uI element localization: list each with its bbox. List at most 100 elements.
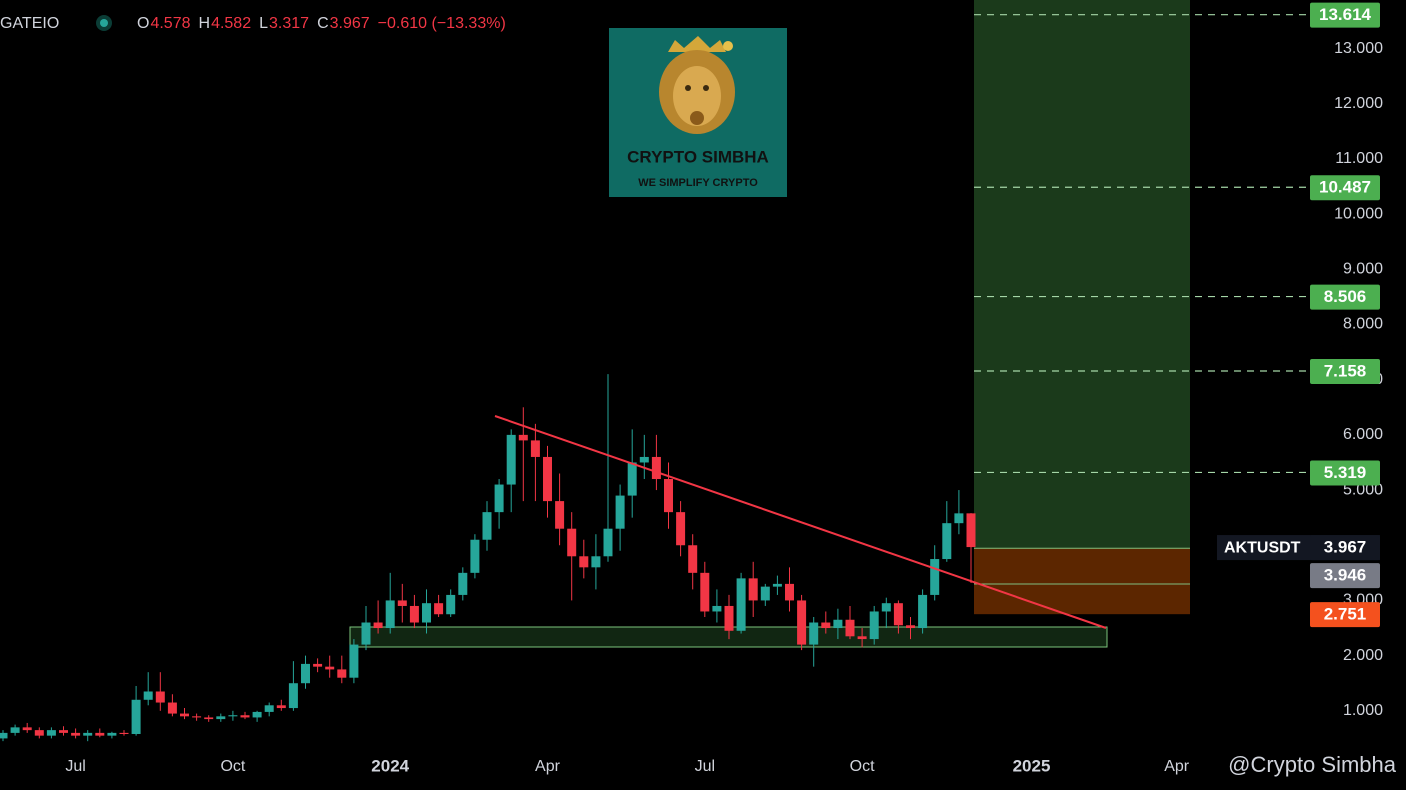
candle-body xyxy=(845,619,855,637)
price-label: 7.158 xyxy=(1324,361,1367,380)
candle-body xyxy=(809,622,819,645)
candle-body xyxy=(34,730,44,736)
change: −0.610 (−13.33%) xyxy=(378,15,506,32)
ohlc-value: 4.582 xyxy=(211,15,251,32)
logo-tagline: WE SIMPLIFY CRYPTO xyxy=(638,177,758,189)
candle-body xyxy=(143,691,153,700)
coin xyxy=(690,111,704,125)
sun xyxy=(723,41,733,51)
candle-body xyxy=(288,683,298,709)
y-tick-label: 2.000 xyxy=(1343,647,1383,664)
lion-face xyxy=(673,66,721,126)
x-tick-label: Apr xyxy=(1164,758,1190,775)
candle-body xyxy=(639,456,649,463)
candle-body xyxy=(59,730,68,733)
candle-body xyxy=(627,462,637,496)
candle-body xyxy=(942,523,952,560)
candle-body xyxy=(119,732,129,734)
y-tick-label: 5.000 xyxy=(1343,481,1383,498)
candle-body xyxy=(22,727,32,731)
legend-header: GATEIO O 4.578 H 4.582 L 3.317 C 3.967 −0.610 (−… xyxy=(0,15,506,32)
candle-body xyxy=(906,625,915,629)
logo-title: CRYPTO SIMBHA xyxy=(627,147,769,166)
plot: Jul Oct 2024 Apr Jul Oct 2025 Apr xyxy=(0,374,1190,775)
price-label-bg xyxy=(1310,358,1380,384)
price-label-bg xyxy=(1310,535,1380,561)
candle-body xyxy=(264,705,274,712)
candle-body xyxy=(869,611,879,640)
y-tick-label: 10.000 xyxy=(1334,205,1383,222)
lion-eye xyxy=(703,85,709,91)
price-label: 3.946 xyxy=(1324,566,1367,585)
logo: CRYPTO SIMBHA WE SIMPLIFY CRYPTO xyxy=(609,28,787,197)
crown xyxy=(668,36,726,52)
candle-body xyxy=(240,715,250,718)
candle-body xyxy=(458,572,468,595)
candle-body xyxy=(252,711,262,718)
status-dot xyxy=(100,19,108,27)
price-label-bg xyxy=(1310,563,1380,589)
candle-body xyxy=(46,730,56,736)
candle-body xyxy=(83,732,93,736)
candle-body xyxy=(482,512,492,540)
candle-body xyxy=(506,434,516,485)
candle-body xyxy=(95,732,105,736)
candle-body xyxy=(10,727,20,733)
ohlc-value: 4.578 xyxy=(150,15,190,32)
x-tick-label: Jul xyxy=(695,758,715,775)
candle-body xyxy=(857,636,867,640)
y-tick-label: 1.000 xyxy=(1343,702,1383,719)
candle-body xyxy=(555,501,565,529)
candle-body xyxy=(785,583,794,601)
candle-body xyxy=(373,622,383,629)
candle-body xyxy=(337,669,347,678)
price-label: 13.614 xyxy=(1319,5,1372,24)
price-label: 3.967 xyxy=(1324,538,1367,557)
x-tick-label: Oct xyxy=(220,758,245,775)
trend-line xyxy=(494,415,1107,629)
candle-body xyxy=(155,691,165,703)
x-tick-label: Apr xyxy=(535,758,561,775)
watermark: @Crypto Simbha xyxy=(1228,752,1397,777)
candle-body xyxy=(385,600,395,629)
candle-body xyxy=(954,513,964,524)
candle-body xyxy=(966,513,976,548)
candle-body xyxy=(930,559,940,595)
candle-body xyxy=(216,716,226,720)
candle-body xyxy=(276,705,286,709)
stop-zone xyxy=(974,548,1190,615)
candle-body xyxy=(833,619,843,629)
candle-body xyxy=(760,586,770,601)
candle-body xyxy=(664,479,673,513)
candle-body xyxy=(313,663,323,667)
candle-body xyxy=(434,603,444,615)
y-tick-label: 6.000 xyxy=(1343,426,1383,443)
candle-body xyxy=(180,713,189,717)
lion-eye xyxy=(685,85,691,91)
candle-body xyxy=(651,456,661,480)
price-label-bg xyxy=(1310,460,1380,486)
price-label: 10.487 xyxy=(1319,178,1371,197)
ohlc-key: O xyxy=(137,15,149,32)
exchange: GATEIO xyxy=(0,15,59,32)
price-label: 5.319 xyxy=(1324,463,1367,482)
x-tick-label: 2025 xyxy=(1013,756,1051,775)
candle-body xyxy=(0,732,8,739)
candle-body xyxy=(71,732,81,736)
x-tick-label: Jul xyxy=(65,758,85,775)
target-zone xyxy=(974,0,1190,549)
y-tick-label: 11.000 xyxy=(1335,150,1383,167)
candle-body xyxy=(446,594,456,615)
candle-body xyxy=(131,699,141,734)
candle-body xyxy=(192,716,202,718)
candle-body xyxy=(325,666,335,670)
candle-body xyxy=(228,715,238,717)
candle-body xyxy=(361,622,371,645)
candle-body xyxy=(530,440,540,457)
price-label: 8.506 xyxy=(1324,287,1367,306)
price-label-bg xyxy=(1310,284,1380,310)
candle-body xyxy=(349,644,359,678)
candle-body xyxy=(700,572,710,612)
